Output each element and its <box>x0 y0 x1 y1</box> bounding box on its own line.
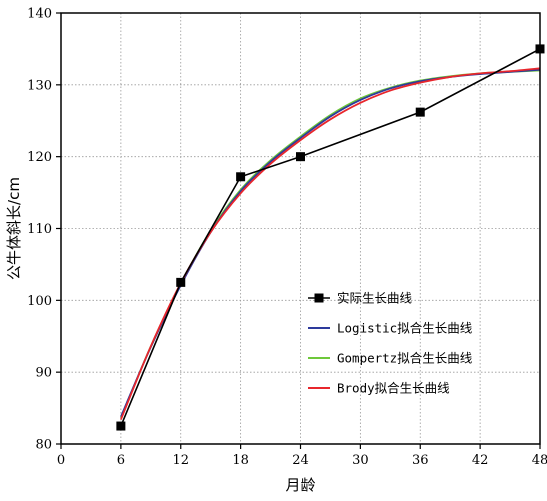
x-tick-label: 42 <box>472 453 489 468</box>
x-axis-title: 月龄 <box>285 476 315 494</box>
y-tick-label: 80 <box>35 438 52 453</box>
y-tick-label: 140 <box>27 7 52 22</box>
series-3-curve <box>120 67 541 420</box>
x-tick-label: 0 <box>57 453 65 468</box>
series-0-marker <box>116 421 126 431</box>
y-tick-label: 90 <box>35 366 52 381</box>
series-1-curve <box>120 68 541 418</box>
x-tick-label: 30 <box>352 453 369 468</box>
series-0-marker <box>415 107 425 117</box>
y-tick-label: 100 <box>27 294 52 309</box>
x-axis: 0 6 12 18 24 30 36 42 48 <box>57 444 547 468</box>
legend: 实际生长曲线 Logistic拟合生长曲线 Gompertz拟合生长曲线 Brody拟… <box>308 291 473 396</box>
series-0-line <box>120 48 541 427</box>
x-tick-label: 6 <box>117 453 125 468</box>
y-axis: 80 90 100 110 120 130 140 <box>27 7 61 453</box>
x-tick-label: 48 <box>532 453 547 468</box>
legend-label-1: Logistic拟合生长曲线 <box>337 321 473 336</box>
series-0-marker <box>236 172 246 182</box>
series-layer <box>116 44 545 431</box>
legend-label-2: Gompertz拟合生长曲线 <box>337 351 473 366</box>
legend-marker-0 <box>314 293 324 303</box>
x-tick-label: 36 <box>412 453 429 468</box>
series-0-marker <box>176 277 186 287</box>
y-axis-title: 公牛体斜长/cm <box>5 177 23 280</box>
y-tick-label: 120 <box>27 150 52 165</box>
x-tick-label: 12 <box>172 453 189 468</box>
series-2-curve <box>120 69 541 419</box>
legend-label-0: 实际生长曲线 <box>337 291 413 306</box>
grid-lines <box>61 13 540 444</box>
series-0-marker <box>296 152 305 162</box>
legend-label-3: Brody拟合生长曲线 <box>337 381 450 396</box>
y-tick-label: 130 <box>27 78 52 93</box>
x-tick-label: 18 <box>232 453 249 468</box>
y-tick-label: 110 <box>27 222 52 237</box>
x-tick-label: 24 <box>292 453 309 468</box>
